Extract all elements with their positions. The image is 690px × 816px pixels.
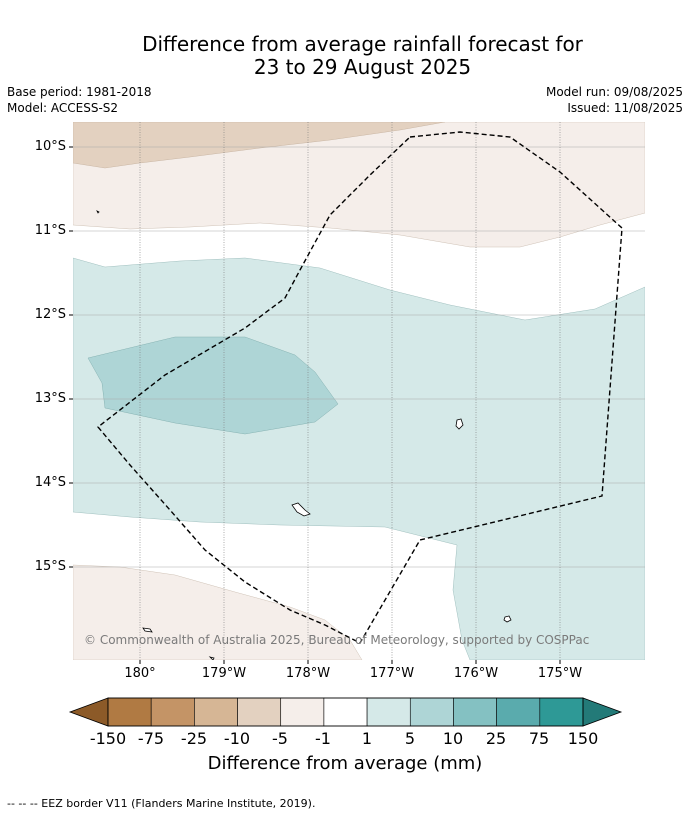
colorbar-tick: -75 <box>137 729 165 748</box>
lat-label: 11°S <box>34 223 66 238</box>
colorbar-cell <box>194 697 238 727</box>
lat-label: 15°S <box>34 559 66 574</box>
colorbar-cell <box>323 697 368 727</box>
model-name: Model: ACCESS-S2 <box>7 101 119 115</box>
model-info: Base period: 1981-2018 Model: ACCESS-S2 <box>7 84 152 116</box>
copyright-notice: © Commonwealth of Australia 2025, Bureau… <box>84 633 590 647</box>
colorbar-tick: 75 <box>528 729 550 748</box>
lon-label: 179°W <box>201 666 247 681</box>
island-outline <box>142 627 153 633</box>
colorbar-tick: 25 <box>485 729 507 748</box>
lon-label: 175°W <box>537 666 583 681</box>
colorbar-cell <box>496 697 541 727</box>
contour-wet-5-to-10 <box>87 336 339 435</box>
lon-label: 180° <box>124 666 156 681</box>
island-outline <box>208 656 215 660</box>
island-outline <box>503 615 512 623</box>
colorbar-extend-high <box>582 697 623 727</box>
contour-dry-5-to-10 <box>73 122 446 169</box>
colorbar-cell <box>280 697 325 727</box>
lat-label: 13°S <box>34 391 66 406</box>
lat-label: 12°S <box>34 307 66 322</box>
colorbar-cell <box>409 697 454 727</box>
colorbar-cells <box>107 697 584 727</box>
run-info: Model run: 09/08/2025 Issued: 11/08/2025 <box>546 84 683 116</box>
colorbar-cell <box>453 697 497 727</box>
eez-footnote: -- -- -- EEZ border V11 (Flanders Marine… <box>7 797 316 810</box>
islands <box>96 210 512 660</box>
map-area <box>73 122 645 660</box>
title-line-2: 23 to 29 August 2025 <box>253 55 472 79</box>
island-outline <box>291 502 311 517</box>
colorbar-tick: -1 <box>315 729 331 748</box>
colorbar-cell <box>237 697 282 727</box>
colorbar-title: Difference from average (mm) <box>207 753 483 774</box>
island-outline <box>96 210 100 214</box>
contour-dry-bottom <box>73 564 363 660</box>
lon-label: 177°W <box>369 666 415 681</box>
colorbar-frame <box>107 697 584 727</box>
colorbar-cell <box>539 697 584 727</box>
base-period: Base period: 1981-2018 <box>7 85 152 99</box>
colorbar-cell <box>366 697 411 727</box>
issued-date: Issued: 11/08/2025 <box>567 101 683 115</box>
colorbar-tick: -10 <box>223 729 251 748</box>
colorbar <box>68 697 623 727</box>
graticule <box>73 146 645 568</box>
lat-label: 14°S <box>34 475 66 490</box>
model-run: Model run: 09/08/2025 <box>545 85 683 99</box>
colorbar-tick: -25 <box>180 729 208 748</box>
eez-border <box>96 131 623 644</box>
colorbar-tick: -5 <box>272 729 288 748</box>
colorbar-extend-low <box>68 697 109 727</box>
colorbar-cell <box>107 697 152 727</box>
colorbar-tick: 150 <box>567 729 599 748</box>
colorbar-tick: -150 <box>89 729 127 748</box>
colorbar-cell <box>150 697 195 727</box>
lon-label: 178°W <box>285 666 331 681</box>
colorbar-tick: 10 <box>442 729 464 748</box>
island-outline <box>455 418 464 430</box>
title-line-1: Difference from average rainfall forecas… <box>142 32 583 56</box>
axis-ticks <box>69 146 561 664</box>
colorbar-tick: 5 <box>404 729 416 748</box>
meridians <box>139 122 561 660</box>
lon-label: 176°W <box>453 666 499 681</box>
colorbar-tick: 1 <box>361 729 373 748</box>
lat-label: 10°S <box>34 139 66 154</box>
